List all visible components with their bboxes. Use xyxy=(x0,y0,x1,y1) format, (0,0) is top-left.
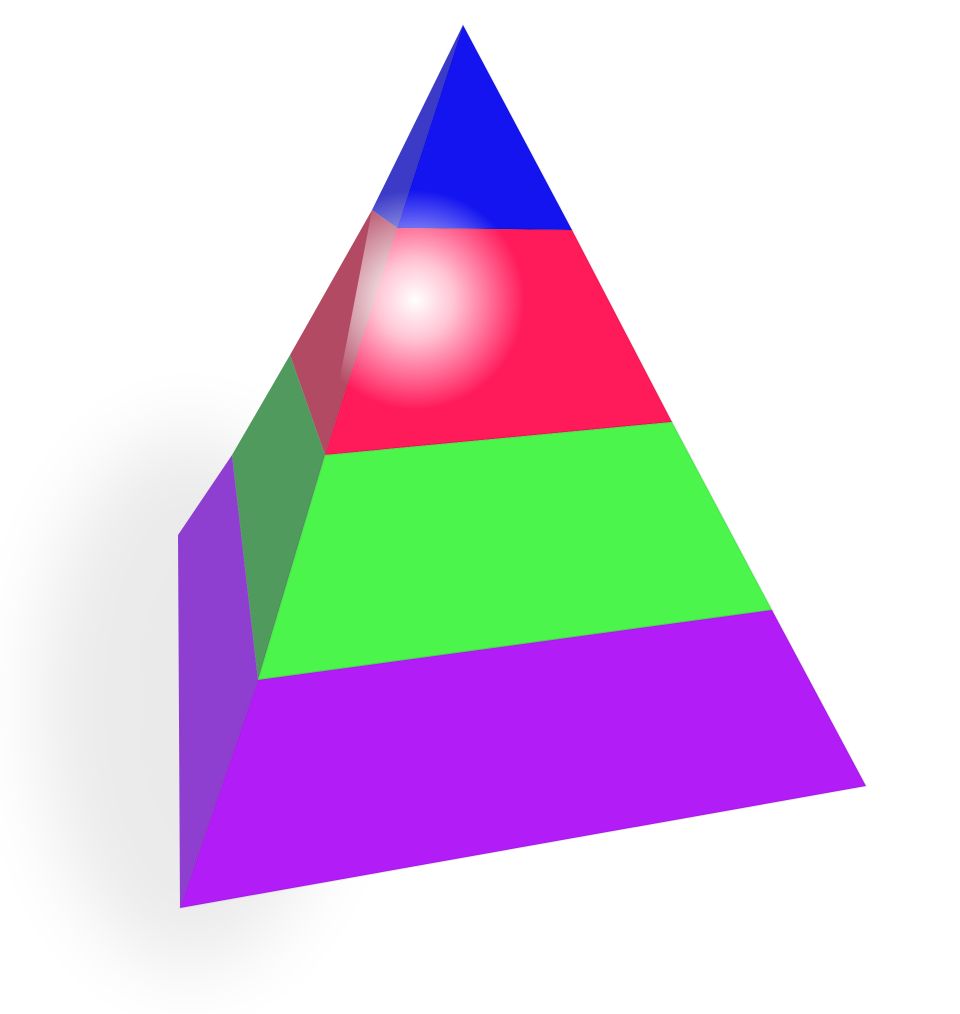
pyramid-highlight xyxy=(325,25,672,455)
layer-3-side-face xyxy=(232,355,325,680)
layer-4-edge xyxy=(178,608,868,910)
layer-3-front-face xyxy=(258,422,772,680)
layer-4-side-face xyxy=(178,455,258,908)
layer-4-front-face xyxy=(180,610,866,908)
